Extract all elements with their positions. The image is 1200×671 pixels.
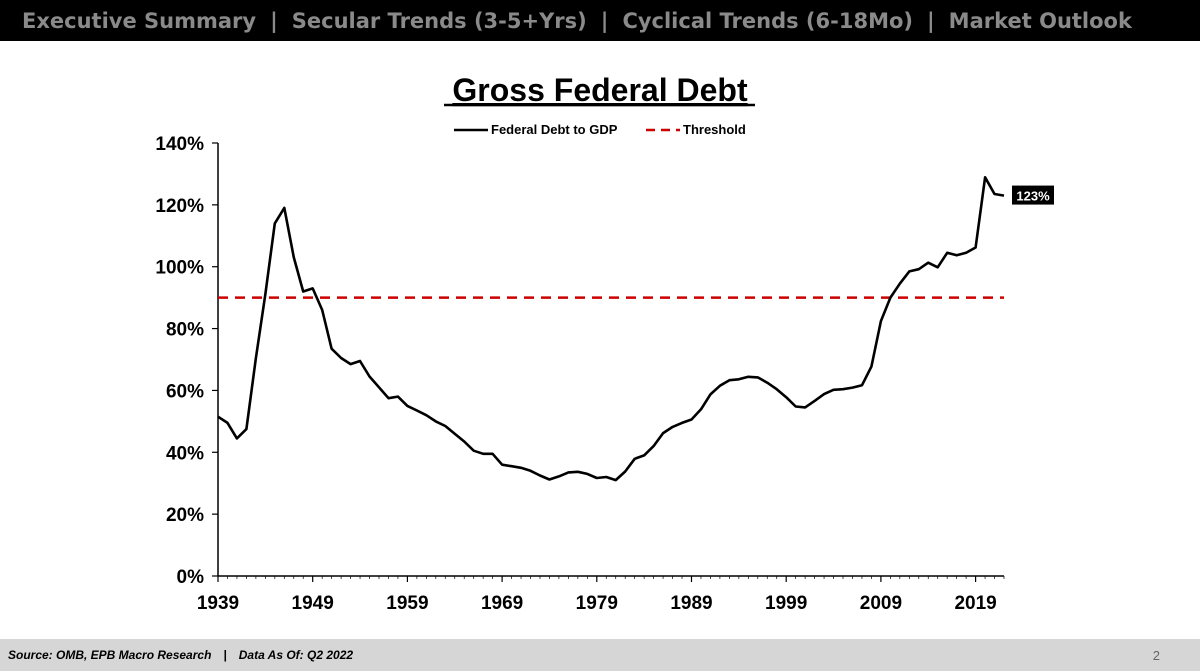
- last-value-badge: [1012, 185, 1054, 205]
- y-tick-label: 40%: [166, 443, 204, 464]
- chart-area: Gross Federal Debt Federal Debt to GDP T…: [0, 41, 1200, 639]
- footer-data-as-of: Data As Of: Q2 2022: [238, 648, 354, 662]
- x-tick-label: 2019: [954, 593, 996, 614]
- nav-separator: |: [927, 8, 935, 33]
- nav-separator: |: [270, 8, 278, 33]
- footer-bar: Source: OMB, EPB Macro Research | Data A…: [0, 639, 1200, 671]
- tab-secular-trends[interactable]: Secular Trends (3-5+Yrs): [291, 8, 587, 33]
- x-tick-label: 1939: [197, 593, 239, 614]
- y-tick-label: 20%: [166, 505, 204, 526]
- tab-market-outlook[interactable]: Market Outlook: [948, 8, 1132, 33]
- chart-axes: 0% 20% 40% 60% 80% 100% 120% 140% 1939 1949 1959 19…: [155, 134, 1005, 614]
- x-tick-label: 1999: [765, 593, 807, 614]
- x-tick-label: 2009: [860, 593, 902, 614]
- nav-separator: |: [600, 8, 609, 33]
- chart-title: Gross Federal Debt: [452, 72, 748, 108]
- y-tick-label: 100%: [155, 258, 204, 279]
- debt-series: [217, 176, 1005, 482]
- y-tick-label: 80%: [166, 320, 204, 341]
- y-tick-label: 140%: [155, 134, 204, 155]
- tab-cyclical-trends[interactable]: Cyclical Trends (6-18Mo): [622, 8, 913, 33]
- x-tick-label: 1949: [292, 593, 334, 614]
- chart-annotations: 123%: [1012, 185, 1054, 205]
- x-tick-label: 1979: [576, 593, 618, 614]
- page-number: 2: [1152, 648, 1160, 663]
- legend-label-debt: Federal Debt to GDP: [491, 122, 618, 137]
- x-tick-label: 1959: [386, 593, 428, 614]
- tab-executive-summary[interactable]: Executive Summary: [22, 8, 257, 33]
- top-navigation-bar: Executive Summary | Secular Trends (3-5+…: [0, 0, 1200, 41]
- last-value-label: 123%: [1016, 189, 1050, 204]
- legend-label-threshold: Threshold: [683, 122, 746, 137]
- y-tick-label: 0%: [177, 567, 205, 588]
- debt-to-gdp-line: [217, 176, 1005, 482]
- footer-separator: |: [223, 648, 227, 662]
- y-tick-label: 60%: [166, 381, 204, 402]
- footer-source: Source: OMB, EPB Macro Research: [8, 648, 212, 662]
- x-tick-label: 1969: [481, 593, 523, 614]
- debt-chart: Gross Federal Debt Federal Debt to GDP T…: [155, 72, 1054, 614]
- x-tick-label: 1989: [670, 593, 712, 614]
- chart-legend: Federal Debt to GDP Threshold: [454, 122, 746, 137]
- y-tick-label: 120%: [155, 196, 204, 217]
